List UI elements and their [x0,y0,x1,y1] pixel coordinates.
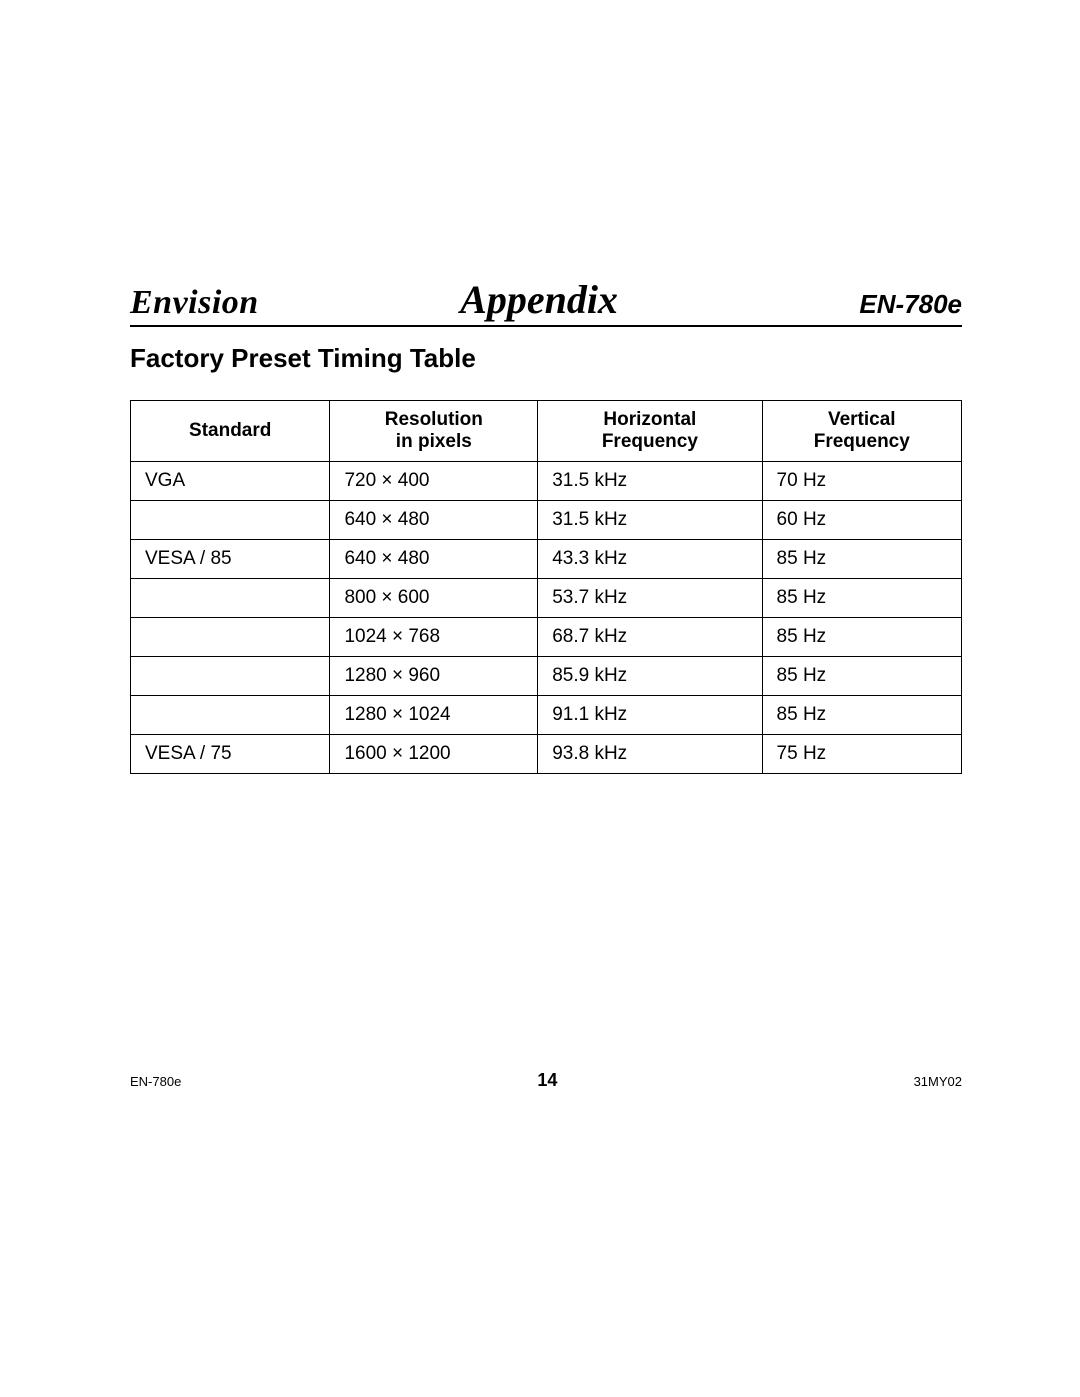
cell-resolution: 800 × 600 [330,579,538,618]
cell-resolution: 1600 × 1200 [330,735,538,774]
cell-hfreq: 68.7 kHz [538,618,762,657]
cell-vfreq: 85 Hz [762,657,961,696]
table-header-row: Standard Resolution in pixels Horizontal… [131,401,962,462]
cell-standard [131,579,330,618]
timing-table-wrap: Standard Resolution in pixels Horizontal… [130,400,962,774]
cell-hfreq: 31.5 kHz [538,462,762,501]
table-row: 1024 × 768 68.7 kHz 85 Hz [131,618,962,657]
footer-model: EN-780e [130,1074,181,1089]
cell-standard [131,657,330,696]
cell-standard: VGA [131,462,330,501]
col-header-standard: Standard [131,401,330,462]
cell-vfreq: 85 Hz [762,696,961,735]
cell-hfreq: 91.1 kHz [538,696,762,735]
cell-hfreq: 53.7 kHz [538,579,762,618]
cell-hfreq: 85.9 kHz [538,657,762,696]
table-row: VESA / 85 640 × 480 43.3 kHz 85 Hz [131,540,962,579]
cell-resolution: 1280 × 1024 [330,696,538,735]
footer-page-number: 14 [537,1070,557,1091]
col-header-vfreq: Vertical Frequency [762,401,961,462]
cell-hfreq: 43.3 kHz [538,540,762,579]
cell-standard: VESA / 85 [131,540,330,579]
col-header-line1: Horizontal [603,409,696,430]
table-row: VGA 720 × 400 31.5 kHz 70 Hz [131,462,962,501]
page-header: Envision Appendix EN-780e [130,276,962,327]
cell-vfreq: 85 Hz [762,618,961,657]
document-page: Envision Appendix EN-780e Factory Preset… [0,0,1080,1397]
cell-hfreq: 31.5 kHz [538,501,762,540]
page-footer: EN-780e 14 31MY02 [130,1070,962,1091]
col-header-line2: Frequency [773,431,951,453]
cell-vfreq: 60 Hz [762,501,961,540]
table-row: 800 × 600 53.7 kHz 85 Hz [131,579,962,618]
cell-standard [131,618,330,657]
cell-standard [131,501,330,540]
col-header-hfreq: Horizontal Frequency [538,401,762,462]
cell-hfreq: 93.8 kHz [538,735,762,774]
col-header-resolution: Resolution in pixels [330,401,538,462]
model-number: EN-780e [859,289,962,320]
section-title: Appendix [219,276,860,323]
cell-standard: VESA / 75 [131,735,330,774]
cell-vfreq: 70 Hz [762,462,961,501]
timing-table: Standard Resolution in pixels Horizontal… [130,400,962,774]
cell-vfreq: 85 Hz [762,540,961,579]
cell-resolution: 640 × 480 [330,501,538,540]
cell-vfreq: 85 Hz [762,579,961,618]
col-header-line1: Vertical [828,409,896,430]
table-row: 1280 × 960 85.9 kHz 85 Hz [131,657,962,696]
table-row: 640 × 480 31.5 kHz 60 Hz [131,501,962,540]
col-header-line2: in pixels [340,431,527,453]
cell-resolution: 720 × 400 [330,462,538,501]
cell-resolution: 1024 × 768 [330,618,538,657]
cell-resolution: 640 × 480 [330,540,538,579]
table-row: 1280 × 1024 91.1 kHz 85 Hz [131,696,962,735]
cell-vfreq: 75 Hz [762,735,961,774]
cell-standard [131,696,330,735]
col-header-line2: Frequency [548,431,751,453]
table-row: VESA / 75 1600 × 1200 93.8 kHz 75 Hz [131,735,962,774]
col-header-line1: Standard [189,420,271,441]
footer-doc-code: 31MY02 [914,1074,962,1089]
table-body: VGA 720 × 400 31.5 kHz 70 Hz 640 × 480 3… [131,462,962,774]
cell-resolution: 1280 × 960 [330,657,538,696]
col-header-line1: Resolution [385,409,483,430]
page-subtitle: Factory Preset Timing Table [130,343,962,374]
